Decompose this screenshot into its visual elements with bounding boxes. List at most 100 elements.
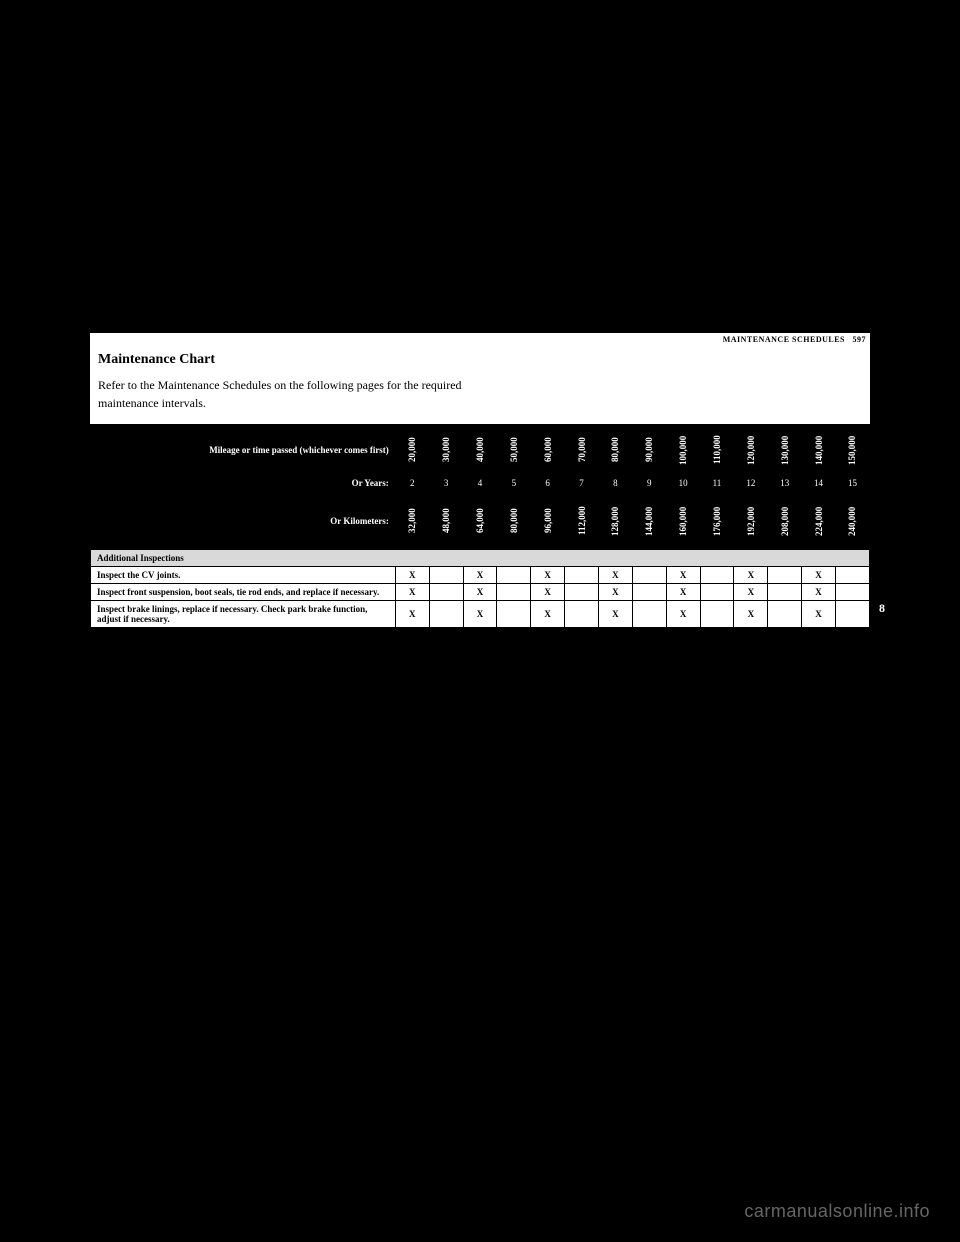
mark-cell: X	[734, 584, 768, 601]
row-mileage: Mileage or time passed (whichever comes …	[91, 425, 870, 475]
year-col: 2	[395, 475, 429, 492]
year-col: 12	[734, 475, 768, 492]
mileage-col: 100,000	[666, 425, 700, 475]
header-rule	[90, 330, 870, 333]
mark-cell: X	[395, 601, 429, 628]
km-col: 64,000	[463, 492, 497, 550]
mileage-col: 20,000	[395, 425, 429, 475]
mileage-col: 140,000	[802, 425, 836, 475]
mileage-col: 130,000	[768, 425, 802, 475]
year-col: 10	[666, 475, 700, 492]
km-col: 176,000	[700, 492, 734, 550]
year-col: 14	[802, 475, 836, 492]
header-section: MAINTENANCE SCHEDULES	[723, 335, 845, 344]
mark-cell: X	[666, 584, 700, 601]
km-col: 192,000	[734, 492, 768, 550]
section-row: Additional Inspections	[91, 550, 870, 567]
mark-cell: X	[802, 567, 836, 584]
km-col: 160,000	[666, 492, 700, 550]
mark-cell: X	[463, 584, 497, 601]
mark-cell	[497, 584, 531, 601]
mark-cell	[700, 601, 734, 628]
mark-cell	[632, 567, 666, 584]
km-col: 48,000	[429, 492, 463, 550]
table-row: Inspect brake linings, replace if necess…	[91, 601, 870, 628]
page-header: MAINTENANCE SCHEDULES 597	[90, 335, 870, 344]
year-col: 6	[531, 475, 565, 492]
maintenance-table: Mileage or time passed (whichever comes …	[90, 424, 870, 628]
mark-cell: X	[802, 601, 836, 628]
mark-cell	[497, 601, 531, 628]
item-label: Inspect front suspension, boot seals, ti…	[91, 584, 396, 601]
mark-cell: X	[463, 567, 497, 584]
mark-cell	[632, 601, 666, 628]
mark-cell	[497, 567, 531, 584]
km-col: 208,000	[768, 492, 802, 550]
mileage-col: 70,000	[565, 425, 599, 475]
km-col: 128,000	[598, 492, 632, 550]
table-row: Inspect front suspension, boot seals, ti…	[91, 584, 870, 601]
year-col: 13	[768, 475, 802, 492]
mark-cell: X	[598, 567, 632, 584]
mileage-col: 120,000	[734, 425, 768, 475]
manual-page: MAINTENANCE SCHEDULES 597 Maintenance Ch…	[90, 330, 870, 628]
year-col: 11	[700, 475, 734, 492]
km-label: Or Kilometers:	[91, 492, 396, 550]
mileage-col: 50,000	[497, 425, 531, 475]
mark-cell	[565, 567, 599, 584]
row-years: Or Years: 2 3 4 5 6 7 8 9 10 11 12 13 14…	[91, 475, 870, 492]
mark-cell: X	[395, 584, 429, 601]
mark-cell: X	[598, 601, 632, 628]
mark-cell	[700, 567, 734, 584]
year-col: 4	[463, 475, 497, 492]
mileage-col: 110,000	[700, 425, 734, 475]
mileage-col: 90,000	[632, 425, 666, 475]
year-col: 3	[429, 475, 463, 492]
km-col: 144,000	[632, 492, 666, 550]
km-col: 32,000	[395, 492, 429, 550]
mark-cell	[429, 601, 463, 628]
mark-cell	[429, 567, 463, 584]
mark-cell: X	[802, 584, 836, 601]
km-col: 224,000	[802, 492, 836, 550]
mark-cell	[768, 584, 802, 601]
mark-cell	[632, 584, 666, 601]
section-title: Maintenance Chart	[98, 352, 870, 368]
mark-cell: X	[531, 584, 565, 601]
mileage-col: 30,000	[429, 425, 463, 475]
km-col: 240,000	[835, 492, 869, 550]
item-label: Inspect brake linings, replace if necess…	[91, 601, 396, 628]
mark-cell: X	[598, 584, 632, 601]
km-col: 80,000	[497, 492, 531, 550]
chapter-tab: 8	[872, 598, 892, 618]
mark-cell: X	[734, 601, 768, 628]
km-col: 96,000	[531, 492, 565, 550]
mark-cell: X	[531, 567, 565, 584]
mark-cell	[429, 584, 463, 601]
mark-cell: X	[463, 601, 497, 628]
mark-cell	[565, 601, 599, 628]
row-km: Or Kilometers: 32,000 48,000 64,000 80,0…	[91, 492, 870, 550]
table-row: Inspect the CV joints. X X X X X X X	[91, 567, 870, 584]
mark-cell	[835, 567, 869, 584]
mileage-col: 40,000	[463, 425, 497, 475]
mileage-col: 60,000	[531, 425, 565, 475]
mark-cell	[565, 584, 599, 601]
mark-cell	[835, 601, 869, 628]
section-label: Additional Inspections	[91, 550, 870, 567]
year-col: 9	[632, 475, 666, 492]
item-label: Inspect the CV joints.	[91, 567, 396, 584]
mileage-col: 80,000	[598, 425, 632, 475]
intro-paragraph: Refer to the Maintenance Schedules on th…	[98, 376, 498, 412]
mark-cell: X	[666, 601, 700, 628]
year-col: 8	[598, 475, 632, 492]
years-label: Or Years:	[91, 475, 396, 492]
year-col: 7	[565, 475, 599, 492]
year-col: 5	[497, 475, 531, 492]
mark-cell	[768, 567, 802, 584]
watermark: carmanualsonline.info	[744, 1201, 930, 1222]
mark-cell: X	[666, 567, 700, 584]
mark-cell: X	[734, 567, 768, 584]
header-page-no: 597	[853, 335, 867, 344]
year-col: 15	[835, 475, 869, 492]
